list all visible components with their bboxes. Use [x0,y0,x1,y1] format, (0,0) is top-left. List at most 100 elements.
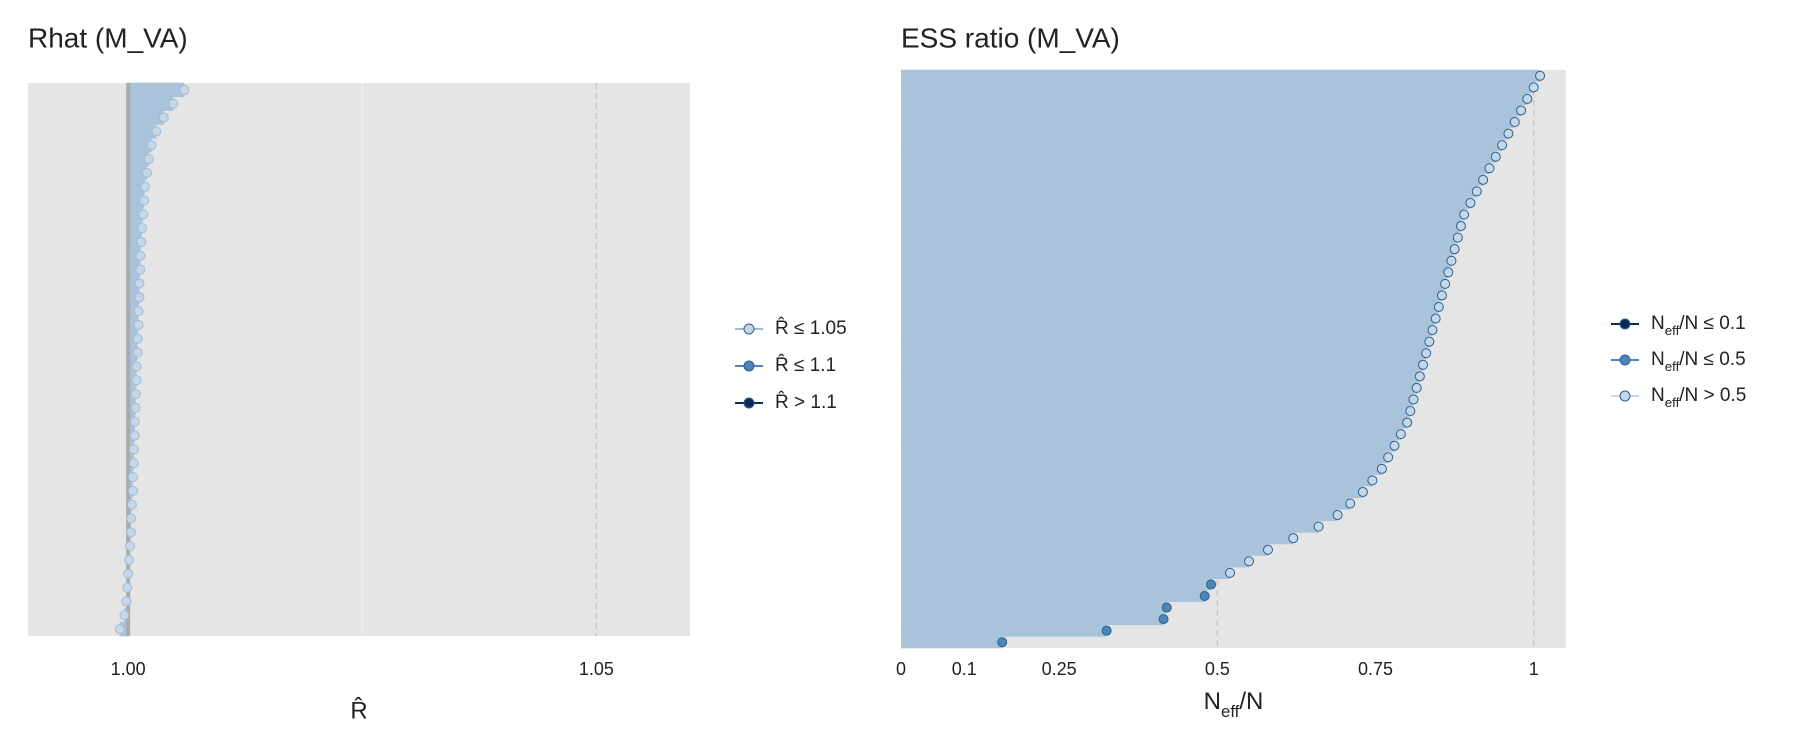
legend-label-part: eff [1665,323,1680,338]
segment [128,165,147,181]
segment [128,317,139,333]
legend-marker [1619,318,1631,330]
x-tick-label: 0.25 [1042,659,1077,679]
segment [901,231,1458,244]
point [1402,417,1413,428]
segment [901,115,1515,129]
x-tick-label: 1.00 [111,659,146,679]
point [127,472,138,483]
x-tick-label: 0.75 [1358,659,1393,679]
segment [901,404,1411,418]
segment [901,104,1522,117]
point [135,264,146,275]
point [1225,567,1236,578]
segment [901,289,1442,302]
point [1528,82,1539,93]
point [1199,590,1210,601]
point [1262,544,1273,555]
segment [901,555,1250,568]
segment [901,312,1436,325]
segment [901,358,1424,371]
point [1418,359,1429,370]
point [1206,579,1217,590]
segment [901,601,1167,614]
segment [128,110,164,125]
segment [901,416,1408,429]
x-axis-label: R̂ [350,696,367,724]
point [137,223,148,234]
legend-label-part: /N ≤ 0.5 [1679,349,1745,370]
point [1411,382,1422,393]
point [1497,140,1508,151]
x-tick-label: 0.1 [952,659,977,679]
legend-label-part: eff [1665,359,1680,374]
segment [901,532,1294,545]
legend-label-part: N [1651,385,1665,406]
segment [901,439,1395,452]
segment [901,485,1363,499]
segment [128,151,149,167]
point [168,98,179,109]
segment [128,290,140,305]
point [1484,163,1495,174]
point [1535,70,1546,81]
legend-marker [743,360,755,372]
segment [901,173,1484,186]
segment [901,81,1534,94]
point [133,306,144,317]
point [1367,475,1378,486]
point [133,319,144,330]
segment [901,92,1528,105]
point [1465,197,1476,208]
segment [901,139,1503,152]
point [1459,209,1470,220]
legend-label: R̂ > 1.1 [775,391,837,413]
legend-label: Neff/N ≤ 0.1 [1651,313,1746,338]
point [151,126,162,137]
segment [901,300,1439,314]
segment [128,124,157,139]
segment [128,220,143,236]
x-axis-label-part: N [1204,688,1221,715]
segment [901,613,1164,626]
legend-label: Neff/N ≤ 0.5 [1651,349,1746,374]
point [1449,244,1460,255]
point [1424,336,1435,347]
point [1471,186,1482,197]
point [1436,290,1447,301]
x-tick-label: 0 [896,659,906,679]
point [1383,452,1394,463]
point [1433,301,1444,312]
point [140,181,151,192]
segment [901,324,1433,337]
segment [901,266,1449,279]
point [134,278,145,289]
segment [901,393,1414,406]
point [136,236,147,247]
point [1440,278,1451,289]
legend-label-part: /N > 0.5 [1679,385,1746,406]
point [1452,232,1463,243]
point [1345,498,1356,509]
segment [901,578,1212,591]
point [1509,117,1520,128]
segment [901,196,1471,210]
segment [901,497,1351,510]
segment [901,219,1461,233]
point [135,250,146,261]
point [128,458,139,469]
segment [901,208,1465,221]
legend-marker [743,397,755,409]
x-tick-label: 0.5 [1205,659,1230,679]
legend-label-part: N [1651,349,1665,370]
segment [901,543,1268,556]
point [1414,371,1425,382]
point [121,596,132,607]
segment [901,243,1455,256]
segment [128,138,152,153]
point [130,389,141,400]
legend-label-part: eff [1665,395,1680,410]
point [1490,151,1501,162]
point [1430,313,1441,324]
x-axis-label-part: eff [1221,702,1240,721]
